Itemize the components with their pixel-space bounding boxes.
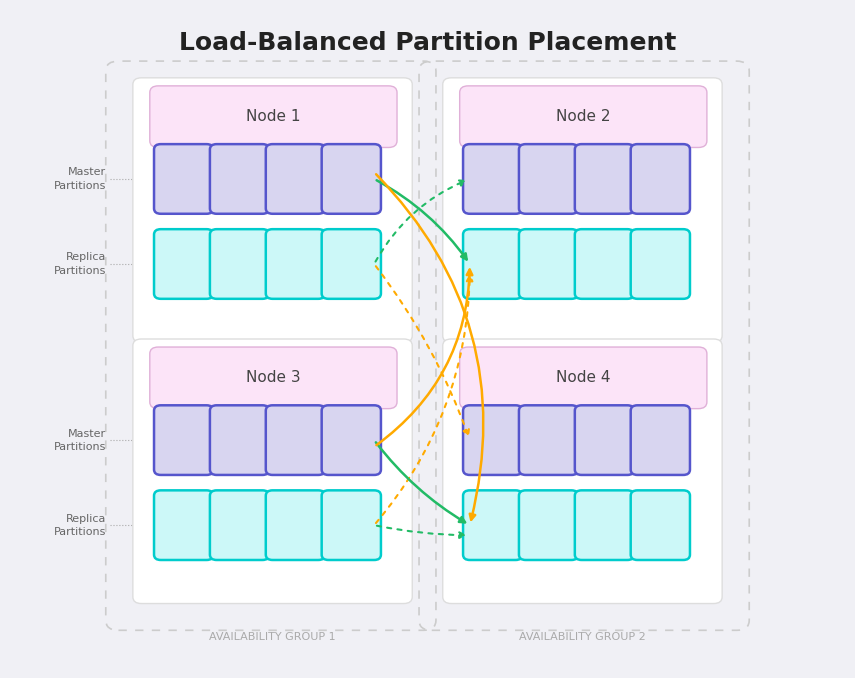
FancyBboxPatch shape xyxy=(575,229,634,299)
FancyBboxPatch shape xyxy=(631,490,690,560)
Text: Master
Partitions: Master Partitions xyxy=(53,167,106,191)
FancyBboxPatch shape xyxy=(460,347,707,409)
FancyBboxPatch shape xyxy=(150,347,397,409)
Text: Node 4: Node 4 xyxy=(556,370,610,385)
FancyBboxPatch shape xyxy=(463,490,522,560)
Text: AVAILABILITY GROUP 1: AVAILABILITY GROUP 1 xyxy=(209,632,336,642)
Text: Node 1: Node 1 xyxy=(246,109,301,124)
FancyBboxPatch shape xyxy=(210,490,269,560)
FancyBboxPatch shape xyxy=(210,144,269,214)
FancyBboxPatch shape xyxy=(519,405,578,475)
Text: Master
Partitions: Master Partitions xyxy=(53,428,106,452)
FancyBboxPatch shape xyxy=(321,405,381,475)
FancyBboxPatch shape xyxy=(266,144,325,214)
FancyBboxPatch shape xyxy=(519,144,578,214)
FancyBboxPatch shape xyxy=(443,78,722,342)
FancyBboxPatch shape xyxy=(631,229,690,299)
FancyBboxPatch shape xyxy=(575,490,634,560)
FancyBboxPatch shape xyxy=(631,405,690,475)
FancyBboxPatch shape xyxy=(154,490,213,560)
Text: Node 2: Node 2 xyxy=(556,109,610,124)
FancyBboxPatch shape xyxy=(150,86,397,148)
Text: Replica
Partitions: Replica Partitions xyxy=(53,252,106,275)
FancyBboxPatch shape xyxy=(463,405,522,475)
FancyBboxPatch shape xyxy=(154,405,213,475)
FancyBboxPatch shape xyxy=(575,405,634,475)
FancyBboxPatch shape xyxy=(154,229,213,299)
FancyBboxPatch shape xyxy=(463,229,522,299)
FancyBboxPatch shape xyxy=(519,490,578,560)
Text: Load-Balanced Partition Placement: Load-Balanced Partition Placement xyxy=(179,31,676,55)
FancyBboxPatch shape xyxy=(133,339,412,603)
FancyBboxPatch shape xyxy=(519,229,578,299)
FancyBboxPatch shape xyxy=(133,78,412,342)
FancyBboxPatch shape xyxy=(463,144,522,214)
FancyBboxPatch shape xyxy=(321,490,381,560)
FancyBboxPatch shape xyxy=(321,144,381,214)
FancyBboxPatch shape xyxy=(210,229,269,299)
Text: Node 3: Node 3 xyxy=(246,370,301,385)
FancyBboxPatch shape xyxy=(266,490,325,560)
FancyBboxPatch shape xyxy=(460,86,707,148)
Text: Replica
Partitions: Replica Partitions xyxy=(53,513,106,537)
FancyBboxPatch shape xyxy=(154,144,213,214)
Text: AVAILABILITY GROUP 2: AVAILABILITY GROUP 2 xyxy=(519,632,646,642)
FancyBboxPatch shape xyxy=(266,229,325,299)
FancyBboxPatch shape xyxy=(443,339,722,603)
FancyBboxPatch shape xyxy=(631,144,690,214)
FancyBboxPatch shape xyxy=(575,144,634,214)
FancyBboxPatch shape xyxy=(266,405,325,475)
FancyBboxPatch shape xyxy=(210,405,269,475)
FancyBboxPatch shape xyxy=(321,229,381,299)
